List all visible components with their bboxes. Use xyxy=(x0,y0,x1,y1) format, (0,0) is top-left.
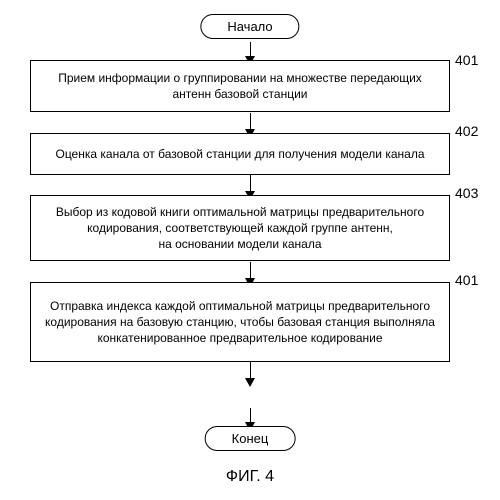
start-terminator: Начало xyxy=(200,14,299,39)
process-step-3-text: Выбор из кодовой книги оптимальной матри… xyxy=(39,204,441,253)
end-terminator: Конец xyxy=(205,426,296,451)
end-label: Конец xyxy=(232,431,269,446)
process-step-1-text: Прием информации о группировании на множ… xyxy=(39,70,441,102)
process-step-1: Прием информации о группировании на множ… xyxy=(30,60,450,112)
figure-caption: ФИГ. 4 xyxy=(226,468,274,486)
process-step-3: Выбор из кодовой книги оптимальной матри… xyxy=(30,195,450,261)
process-step-2-text: Оценка канала от базовой станции для пол… xyxy=(55,146,424,162)
process-step-4: Отправка индекса каждой оптимальной матр… xyxy=(30,282,450,362)
process-step-2: Оценка канала от базовой станции для пол… xyxy=(30,133,450,175)
step-label-3: 403 xyxy=(455,185,478,201)
start-label: Начало xyxy=(227,19,272,34)
process-step-4-text: Отправка индекса каждой оптимальной матр… xyxy=(39,298,441,347)
step-label-1: 401 xyxy=(455,52,478,68)
step-label-2: 402 xyxy=(455,123,478,139)
step-label-4: 401 xyxy=(455,272,478,288)
